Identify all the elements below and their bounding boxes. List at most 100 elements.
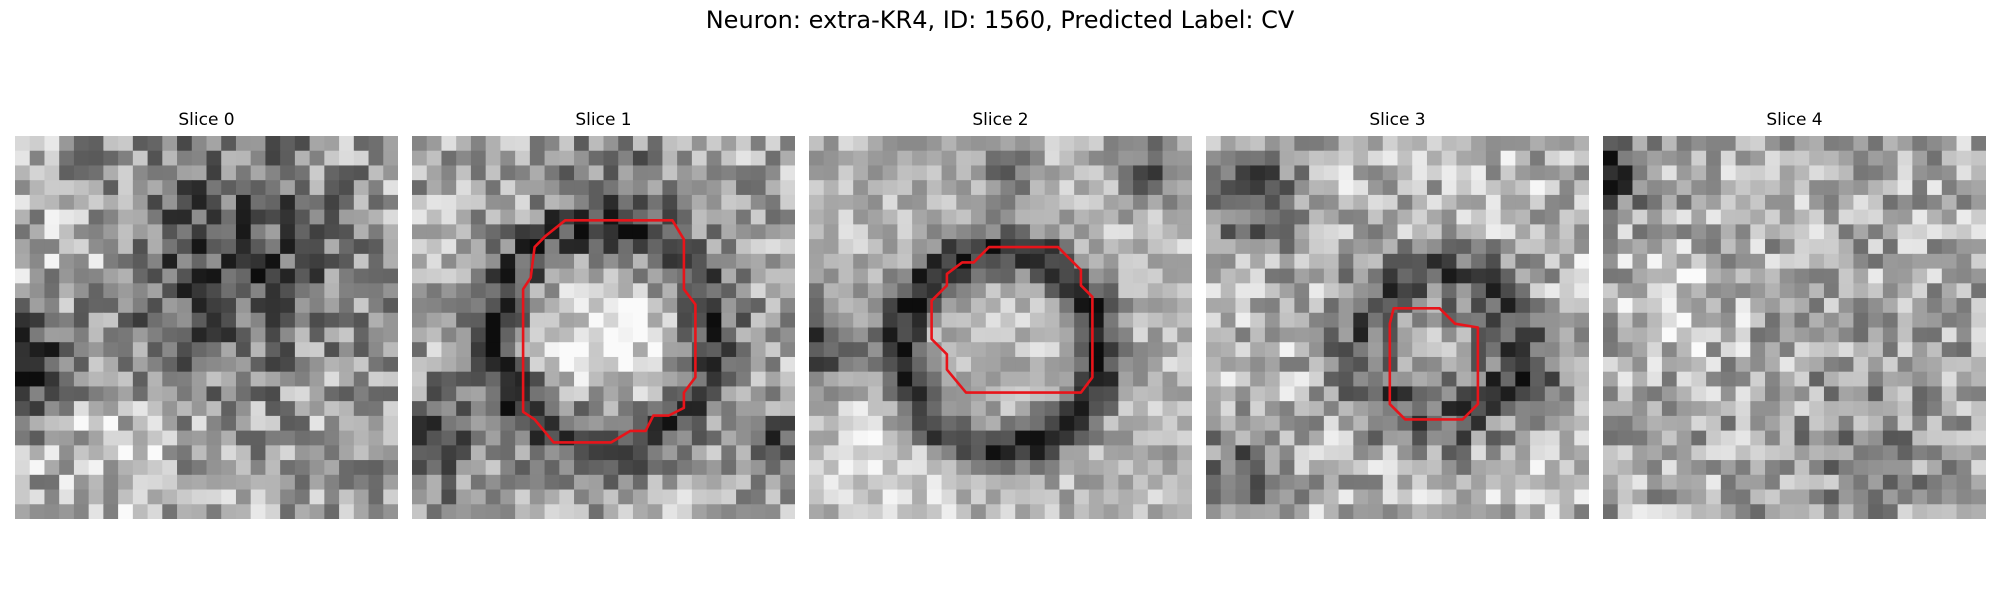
pixel <box>1530 416 1545 431</box>
pixel <box>942 180 957 195</box>
pixel <box>1515 401 1530 416</box>
pixel <box>1736 298 1751 313</box>
pixel <box>1324 357 1339 372</box>
pixel <box>1133 195 1148 210</box>
pixel <box>1177 357 1192 372</box>
pixel <box>912 401 927 416</box>
pixel <box>30 401 45 416</box>
pixel <box>295 386 310 401</box>
pixel <box>1294 254 1309 269</box>
pixel <box>766 504 781 519</box>
pixel <box>207 372 222 387</box>
pixel <box>618 298 633 313</box>
pixel <box>369 313 384 328</box>
pixel <box>1280 298 1295 313</box>
pixel <box>1515 269 1530 284</box>
pixel <box>486 254 501 269</box>
pixel <box>207 328 222 343</box>
pixel <box>177 313 192 328</box>
pixel <box>971 136 986 151</box>
pixel <box>574 165 589 180</box>
pixel <box>1515 283 1530 298</box>
pixel <box>1839 165 1854 180</box>
pixel <box>471 357 486 372</box>
pixel <box>427 136 442 151</box>
pixel <box>177 357 192 372</box>
pixel <box>1647 445 1662 460</box>
pixel <box>677 313 692 328</box>
pixel <box>1104 298 1119 313</box>
pixel <box>1618 490 1633 505</box>
pixel <box>838 136 853 151</box>
pixel <box>1662 372 1677 387</box>
pixel <box>1824 180 1839 195</box>
pixel <box>1235 151 1250 166</box>
pixel <box>1883 431 1898 446</box>
pixel <box>721 416 736 431</box>
pixel <box>1736 504 1751 519</box>
pixel <box>677 151 692 166</box>
pixel <box>59 490 74 505</box>
pixel <box>1471 224 1486 239</box>
pixel <box>1560 239 1575 254</box>
pixel <box>1265 254 1280 269</box>
pixel <box>1442 165 1457 180</box>
pixel <box>456 298 471 313</box>
pixel <box>604 151 619 166</box>
pixel <box>515 504 530 519</box>
pixel <box>604 180 619 195</box>
pixel <box>1898 195 1913 210</box>
pixel <box>1898 239 1913 254</box>
pixel <box>883 431 898 446</box>
pixel <box>1412 504 1427 519</box>
pixel <box>324 195 339 210</box>
pixel <box>354 180 369 195</box>
pixel <box>1265 357 1280 372</box>
pixel <box>1706 254 1721 269</box>
pixel <box>1118 342 1133 357</box>
pixel <box>295 180 310 195</box>
pixel <box>1001 328 1016 343</box>
pixel <box>1133 386 1148 401</box>
pixel <box>1089 151 1104 166</box>
pixel <box>500 195 515 210</box>
pixel <box>868 210 883 225</box>
pixel <box>1368 416 1383 431</box>
pixel <box>1691 269 1706 284</box>
pixel <box>280 298 295 313</box>
pixel <box>530 386 545 401</box>
pixel <box>1765 210 1780 225</box>
pixel <box>766 269 781 284</box>
pixel <box>1368 224 1383 239</box>
pixel <box>751 239 766 254</box>
pixel <box>1736 386 1751 401</box>
pixel <box>1339 298 1354 313</box>
pixel <box>207 313 222 328</box>
pixel <box>853 490 868 505</box>
pixel <box>589 210 604 225</box>
pixel <box>1795 372 1810 387</box>
pixel <box>486 151 501 166</box>
pixel <box>1883 239 1898 254</box>
pixel <box>868 460 883 475</box>
pixel <box>1353 210 1368 225</box>
pixel <box>677 504 692 519</box>
pixel <box>707 165 722 180</box>
pixel <box>1883 475 1898 490</box>
pixel <box>751 165 766 180</box>
pixel <box>912 386 927 401</box>
pixel <box>118 342 133 357</box>
pixel <box>1074 165 1089 180</box>
pixel <box>1957 180 1972 195</box>
pixel <box>559 357 574 372</box>
pixel <box>1839 460 1854 475</box>
pixel <box>1353 416 1368 431</box>
pixel <box>354 210 369 225</box>
pixel <box>1339 445 1354 460</box>
pixel <box>1750 313 1765 328</box>
pixel <box>1118 313 1133 328</box>
pixel <box>986 165 1001 180</box>
pixel <box>927 136 942 151</box>
pixel <box>1324 180 1339 195</box>
pixel <box>1560 386 1575 401</box>
